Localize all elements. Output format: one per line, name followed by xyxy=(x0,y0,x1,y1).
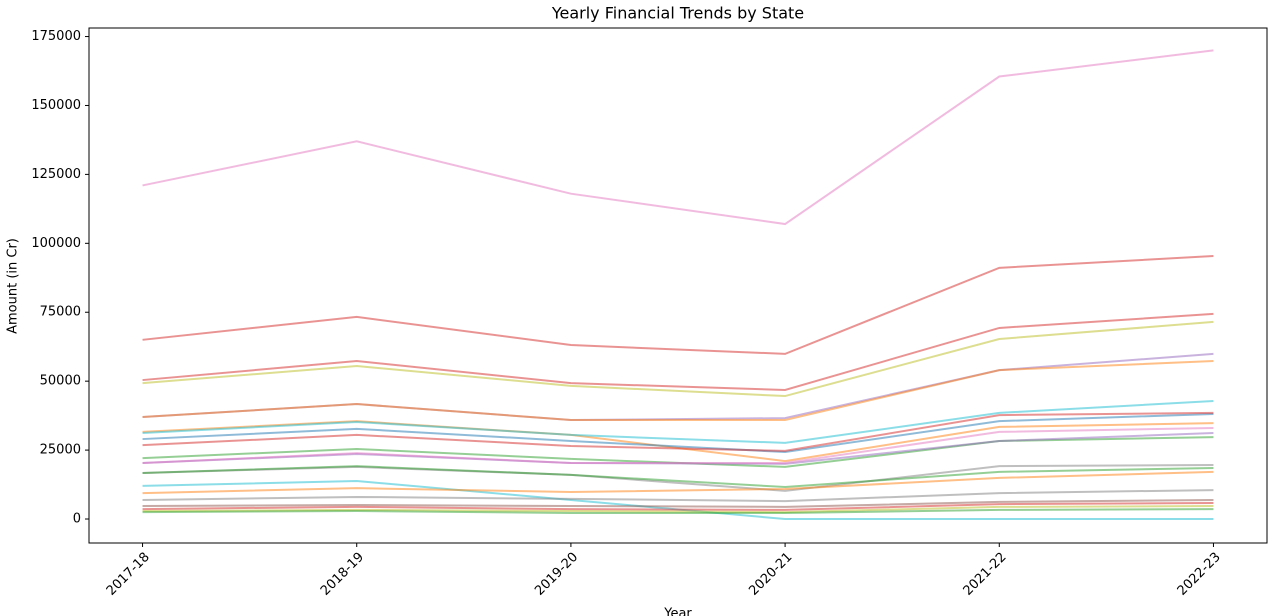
series-line xyxy=(142,412,1214,454)
x-tick-label: 2019-20 xyxy=(532,550,581,599)
plot-frame xyxy=(88,27,1268,544)
y-tick-label: 175000 xyxy=(31,29,81,44)
y-tick-label: 150000 xyxy=(31,98,81,113)
series-line xyxy=(142,411,1214,452)
x-tick-label: 2021-22 xyxy=(961,550,1010,599)
series-line xyxy=(142,505,1214,514)
series-line xyxy=(142,489,1214,503)
x-tick-label: 2017-18 xyxy=(104,550,153,599)
series-line xyxy=(142,463,1214,492)
plot-area xyxy=(142,49,1214,521)
series-line xyxy=(142,312,1214,391)
y-tick-label: 50000 xyxy=(40,374,81,389)
series-line xyxy=(142,255,1214,355)
series-line xyxy=(142,427,1214,465)
chart-title: Yearly Financial Trends by State xyxy=(551,4,804,23)
y-tick-label: 25000 xyxy=(40,443,81,458)
series-line xyxy=(142,49,1214,226)
series-line xyxy=(142,502,1214,511)
series-line xyxy=(142,498,1214,508)
x-tick-label: 2018-19 xyxy=(318,550,367,599)
y-tick-label: 75000 xyxy=(40,305,81,320)
x-tick-label: 2020-21 xyxy=(746,550,795,599)
series-line xyxy=(142,508,1214,514)
series-line xyxy=(142,470,1214,495)
series-line xyxy=(142,360,1214,422)
y-axis-label: Amount (in Cr) xyxy=(6,238,21,334)
series-line xyxy=(142,465,1214,489)
series-line xyxy=(142,400,1214,444)
x-axis-label: Year xyxy=(663,607,692,616)
y-tick-label: 125000 xyxy=(31,167,81,182)
y-tick-label: 0 xyxy=(73,512,81,527)
y-tick-label: 100000 xyxy=(31,236,81,251)
x-tick-label: 2022-23 xyxy=(1175,550,1224,599)
series-line xyxy=(142,320,1214,398)
